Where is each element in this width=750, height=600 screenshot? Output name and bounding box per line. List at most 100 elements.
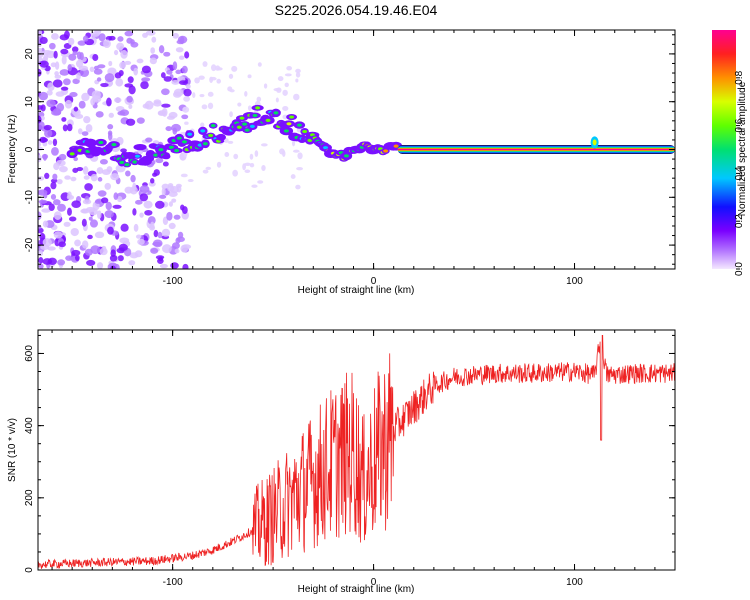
spectrogram-speckle-blob — [50, 193, 57, 200]
spectrogram-speckle-blob — [114, 72, 122, 79]
snr-frame — [37, 329, 676, 571]
spectrogram-speckle-blob — [82, 166, 89, 175]
spectrogram-speckle-blob — [282, 106, 289, 112]
snr-y-tick-label: 200 — [24, 489, 35, 506]
snr-y-tick-label: 400 — [24, 417, 35, 434]
spectrogram-speckle-blob — [98, 33, 106, 42]
spectrogram-speckle-blob — [182, 263, 189, 269]
spectrogram-speckle-blob — [82, 35, 89, 42]
spectrogram-ridge-core — [255, 106, 261, 110]
spectrogram-speckle-blob — [53, 231, 63, 239]
spectrogram-speckle-blob — [125, 118, 136, 126]
spectrogram-speckle-blob — [215, 65, 221, 71]
spectrogram-speckle-blob — [180, 244, 189, 253]
spectrogram-speckle-blob — [52, 173, 58, 181]
spectrogram-speckle-blob — [51, 147, 59, 156]
spectrogram-speckle-blob — [78, 100, 86, 109]
spectrogram-ridge-core — [244, 128, 250, 132]
spectrogram-ridge-core — [119, 160, 125, 165]
spectrogram-speckle-blob — [103, 39, 111, 48]
spectrogram-speckle-blob — [161, 103, 171, 108]
spectrogram-speckle-blob — [81, 92, 90, 102]
spectrogram-speckle-blob — [247, 74, 252, 79]
spectrogram-speckle-blob — [71, 46, 79, 53]
spectrogram-speckle-blob — [113, 192, 119, 200]
spectrogram-y-tick-label: 10 — [24, 96, 35, 108]
spectrogram-speckle-blob — [94, 231, 105, 239]
colorbar-ticks: 0.0 0.2 0.4 0.6 0.8 — [734, 70, 745, 276]
spectrogram-speckle-blob — [257, 180, 264, 184]
spectrogram-speckle-blob — [67, 64, 72, 72]
spectrogram-speckle-blob — [112, 204, 122, 209]
spectrogram-speckle-blob — [69, 92, 78, 98]
spectrogram-speckle-blob — [277, 76, 284, 82]
spectrogram-speckle-blob — [172, 61, 178, 71]
spectrogram-speckle-blob — [293, 93, 300, 101]
spectrogram-speckle-blob — [42, 220, 49, 228]
spectrogram-speckle-blob — [55, 159, 66, 167]
spectrogram-speckle-blob — [242, 163, 246, 171]
spectrogram-speckle-blob — [42, 238, 52, 247]
colorbar-label: Normalized spectral amplitude — [737, 81, 748, 216]
spectrogram-speckle-blob — [41, 208, 51, 213]
spectrogram-carrier-band — [397, 149, 675, 150]
spectrogram-speckle-blob — [91, 90, 101, 100]
spectrogram-speckle-blob — [84, 183, 93, 191]
spectrogram-speckle-blob — [57, 259, 66, 266]
spectrogram-ridge-core — [239, 116, 245, 120]
spectrogram-speckle-blob — [73, 156, 78, 162]
spectrogram-speckle-blob — [162, 244, 172, 254]
spectrogram-speckle-blob — [168, 111, 178, 119]
spectrogram-ridge-core — [187, 132, 193, 136]
spectrogram-speckle-blob — [38, 154, 42, 163]
spectrogram-speckle-blob — [50, 178, 58, 183]
spectrogram-speckle-blob — [295, 68, 301, 74]
spectrogram-speckle-blob — [85, 124, 93, 133]
spectrogram-speckle-blob — [175, 69, 182, 75]
spectrogram-speckle-blob — [61, 117, 67, 122]
spectrogram-speckle-blob — [176, 185, 182, 193]
spectrogram-speckle-blob — [56, 178, 63, 185]
spectrogram-speckle-blob — [136, 117, 145, 124]
spectrogram-speckle-blob — [73, 106, 79, 112]
spectrogram-speckle-blob — [145, 30, 156, 36]
spectrogram-speckle-blob — [116, 42, 125, 51]
spectrogram-speckle-blob — [127, 76, 134, 84]
spectrogram-ridge-core — [208, 133, 214, 138]
spectrogram-speckle-blob — [171, 79, 180, 85]
spectrogram-speckle-blob — [54, 71, 59, 76]
spectrogram-speckle-blob — [174, 248, 180, 254]
spectrogram-speckle-blob — [142, 103, 150, 109]
spectrogram-speckle-blob — [158, 45, 165, 54]
spectrogram-speckle-blob — [70, 227, 79, 237]
spectrogram-speckle-blob — [39, 60, 49, 68]
spectrogram-speckle-blob — [130, 41, 139, 48]
spectrogram-speckle-blob — [133, 67, 139, 76]
spectrogram-speckle-blob — [133, 223, 139, 232]
spectrogram-speckle-blob — [183, 88, 192, 97]
spectrogram-speckle-blob — [150, 221, 155, 230]
spectrogram-speckle-blob — [185, 84, 191, 89]
spectrogram-x-tick-label: 100 — [566, 276, 583, 287]
spectrogram-speckle-blob — [89, 66, 95, 73]
spectrogram-speckle-blob — [42, 258, 53, 265]
spectrogram-speckle-blob — [158, 194, 167, 199]
spectrogram-speckle-blob — [63, 30, 70, 39]
spectrogram-speckle-blob — [58, 241, 66, 248]
spectrogram-speckle-blob — [107, 124, 114, 130]
spectrogram-y-tick-label: 0 — [24, 146, 35, 152]
spectrogram-speckle-blob — [162, 161, 169, 167]
spectrogram-speckle-blob — [128, 104, 133, 110]
spectrogram-speckle-blob — [143, 200, 153, 209]
spectrogram-speckle-blob — [117, 255, 124, 262]
spectrogram-speckle-blob — [157, 231, 163, 239]
spectrogram-speckle-blob — [86, 259, 96, 266]
spectrogram-speckle-blob — [150, 178, 155, 184]
spectrogram-speckle-blob — [181, 65, 188, 74]
spectrogram-speckle-blob — [108, 112, 114, 118]
spectrogram-speckle-blob — [231, 65, 238, 72]
spectrogram-ridge-core — [286, 122, 292, 126]
spectrogram-speckle-blob — [120, 49, 128, 59]
colorbar-tick-label: 0.4 — [734, 166, 745, 180]
